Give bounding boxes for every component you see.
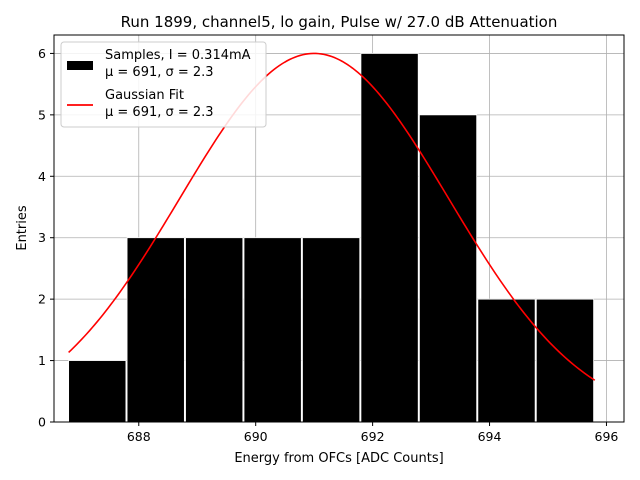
legend: Samples, I = 0.314mA μ = 691, σ = 2.3 Ga… — [60, 41, 267, 128]
histogram-bar — [360, 53, 419, 423]
histogram-bar — [302, 237, 361, 423]
y-tick-label: 3 — [38, 230, 46, 245]
x-axis-ticks: 688 690 692 694 696 — [127, 422, 619, 444]
y-tick-label: 2 — [38, 292, 46, 307]
y-axis-label: Entries — [15, 205, 30, 251]
histogram-bar — [535, 298, 594, 423]
legend-box — [60, 41, 267, 128]
histogram-bar — [477, 298, 536, 423]
x-tick-label: 690 — [244, 429, 268, 444]
legend-samples-label: Samples, I = 0.314mA — [105, 48, 251, 63]
y-tick-label: 4 — [38, 169, 46, 184]
y-tick-label: 0 — [38, 415, 46, 430]
legend-fit-label: Gaussian Fit — [105, 88, 184, 103]
y-tick-label: 6 — [38, 46, 46, 61]
histogram-bar — [68, 360, 127, 423]
x-tick-label: 696 — [595, 429, 619, 444]
histogram-bar — [126, 237, 185, 423]
histogram-bar — [243, 237, 302, 423]
x-tick-label: 694 — [478, 429, 502, 444]
x-tick-label: 692 — [361, 429, 385, 444]
histogram-bar — [418, 114, 478, 423]
y-tick-label: 5 — [38, 107, 46, 122]
x-tick-label: 688 — [127, 429, 151, 444]
legend-fit-stats: μ = 691, σ = 2.3 — [105, 105, 214, 120]
y-axis-ticks: 0 1 2 3 4 5 6 — [38, 46, 54, 430]
legend-samples-stats: μ = 691, σ = 2.3 — [105, 65, 214, 80]
x-axis-label: Energy from OFCs [ADC Counts] — [234, 451, 443, 466]
plot-frame — [53, 34, 625, 423]
chart-title: Run 1899, channel5, lo gain, Pulse w/ 27… — [121, 13, 558, 31]
histogram-bars — [68, 53, 594, 423]
y-tick-label: 1 — [38, 353, 46, 368]
histogram-bar — [185, 237, 244, 423]
legend-samples-swatch — [67, 61, 93, 70]
gaussian-fit-curve — [68, 52, 596, 381]
